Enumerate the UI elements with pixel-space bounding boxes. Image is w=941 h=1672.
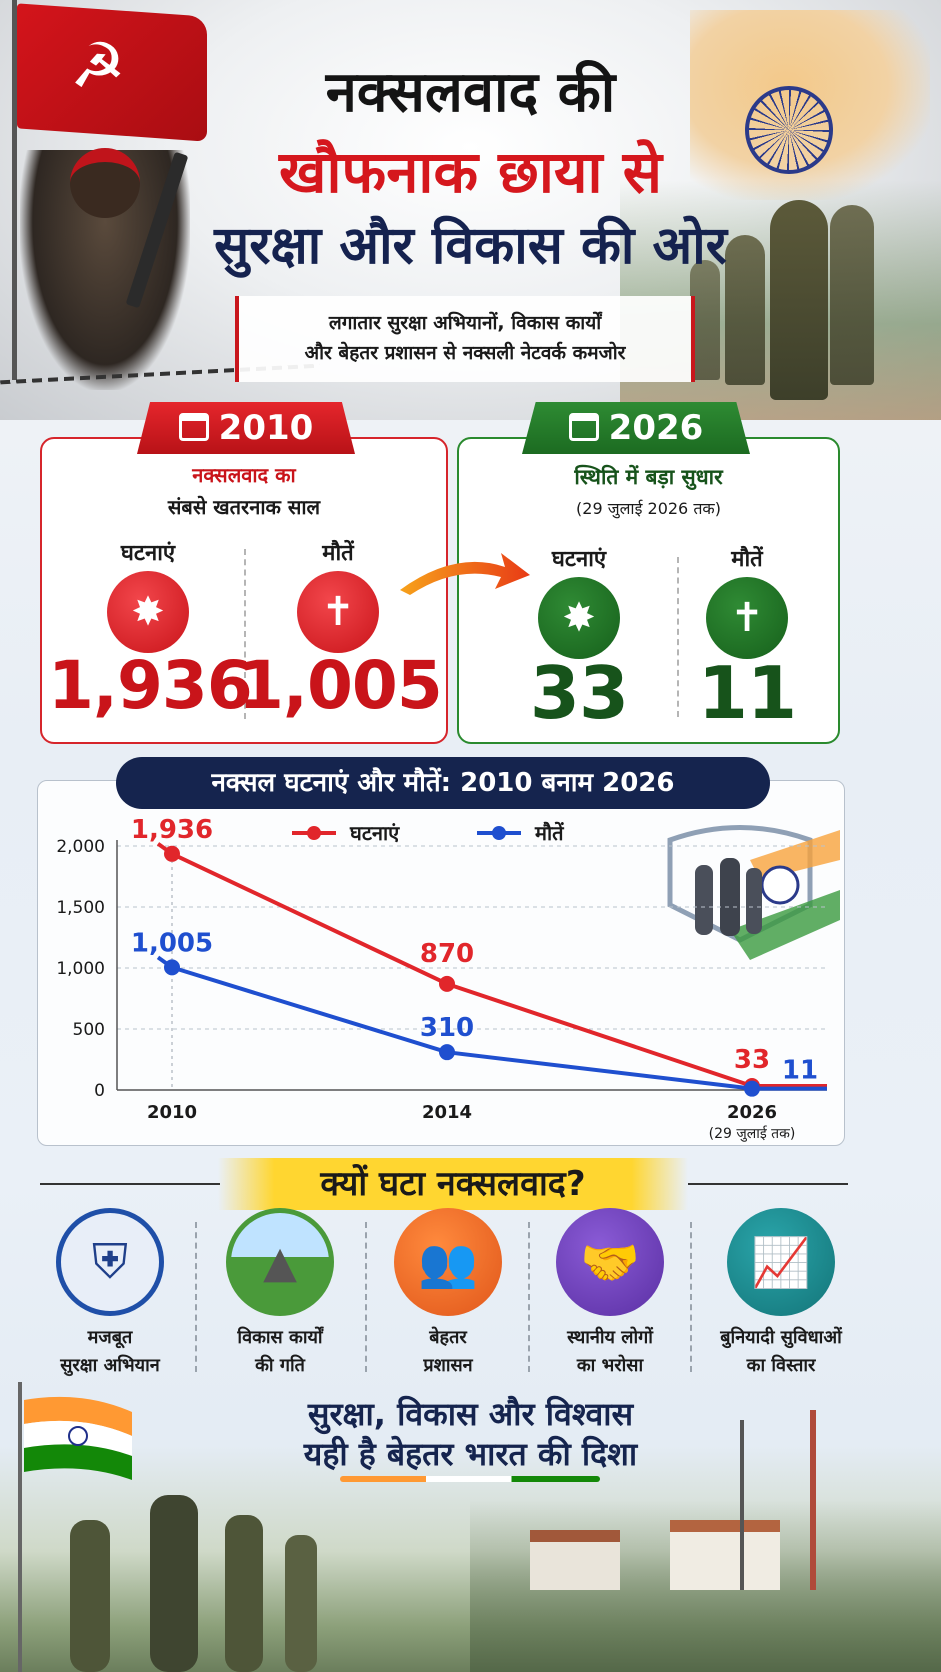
year-2010: 2010	[218, 408, 314, 448]
flag-pole-footer	[18, 1382, 22, 1672]
data-point	[439, 1044, 455, 1061]
line-chart: 0 500 1,000 1,500 2,000 2010 2014 2026 (29 जुलाई…	[56, 815, 827, 1142]
village-illustration	[470, 1410, 941, 1672]
card-2010-incidents-label: घटनाएं	[120, 541, 176, 566]
y-tick-label: 1,000	[56, 959, 105, 979]
card-2010-deaths: 1,005	[238, 647, 443, 724]
title-line-3: सुरक्षा और विकास की ओर	[214, 216, 727, 276]
subtitle-line-1: लगातार सुरक्षा अभियानों, विकास कार्यों	[328, 312, 602, 334]
reason-development: ▲ विकास कार्यों की गति	[192, 1208, 368, 1380]
subtitle-box: लगातार सुरक्षा अभियानों, विकास कार्यों औ…	[235, 296, 695, 382]
reason-divider	[690, 1222, 692, 1372]
x-tick-label: 2014	[422, 1102, 472, 1123]
data-point	[744, 1080, 760, 1097]
data-label: 1,936	[131, 815, 213, 845]
handshake-icon: 🤝	[556, 1208, 664, 1316]
reason-label-4a: स्थानीय लोगों	[567, 1327, 653, 1348]
explosion-icon: ✸	[107, 571, 189, 653]
card-2026-deaths: 11	[697, 651, 797, 735]
soldiers-footer-illustration	[70, 1495, 317, 1672]
card-2026-divider	[677, 557, 679, 717]
tricolor-divider	[340, 1476, 600, 1482]
card-2026-deaths-label: मौतें	[731, 547, 763, 572]
footer-line-1: सुरक्षा, विकास और विश्वास	[307, 1395, 634, 1433]
card-2010-divider	[244, 549, 246, 719]
reason-administration: 👥 बेहतर प्रशासन	[360, 1208, 536, 1380]
legend-label: मौतें	[534, 821, 565, 845]
title-line-1: नक्सलवाद की	[325, 60, 616, 125]
why-title: क्यों घटा नक्सलवाद?	[218, 1158, 688, 1210]
subtitle-line-2: और बेहतर प्रशासन से नक्सली नेटवर्क कमजोर	[304, 342, 626, 364]
data-point	[439, 975, 455, 992]
why-line-right	[688, 1183, 848, 1185]
reason-label-2a: विकास कार्यों	[237, 1327, 323, 1348]
reason-label-5a: बुनियादी सुविधाओं	[720, 1327, 842, 1348]
legend-marker	[492, 826, 506, 840]
card-2026-incidents-label: घटनाएं	[551, 547, 607, 572]
card-2010-incidents: 1,936	[48, 647, 253, 724]
footer-line-2: यही है बेहतर भारत की दिशा	[303, 1435, 638, 1473]
chart-title: नक्सल घटनाएं और मौतें: 2010 बनाम 2026	[116, 757, 770, 809]
legend-label: घटनाएं	[349, 821, 400, 845]
reason-trust: 🤝 स्थानीय लोगों का भरोसा	[522, 1208, 698, 1380]
growth-chart-icon: 📈	[727, 1208, 835, 1316]
reason-infrastructure: 📈 बुनियादी सुविधाओं का विस्तार	[686, 1208, 876, 1380]
flag-pole	[12, 0, 17, 380]
calendar-icon-2026	[568, 412, 599, 441]
card-2026: स्थिति में बड़ा सुधार (29 जुलाई 2026 तक)…	[457, 437, 840, 744]
x-tick-label: 2026	[727, 1102, 777, 1123]
calendar-icon	[178, 412, 209, 441]
tombstone-icon-green: ✝	[706, 577, 788, 659]
road-icon: ▲	[226, 1208, 334, 1316]
explosion-icon-green: ✸	[538, 577, 620, 659]
y-tick-label: 500	[73, 1020, 105, 1040]
y-tick-label: 1,500	[56, 898, 105, 918]
ribbon-2010: 2010	[137, 402, 355, 454]
legend-marker	[307, 826, 321, 840]
series-line-deaths	[156, 955, 827, 1091]
card-2026-sub-1: स्थिति में बड़ा सुधार	[574, 465, 723, 489]
title-line-2: खौफनाक छाया से	[279, 138, 662, 206]
ashoka-chakra-icon	[745, 86, 833, 174]
card-2026-sub-2: (29 जुलाई 2026 तक)	[576, 499, 721, 518]
shield-soldiers-icon	[667, 825, 840, 960]
reason-divider	[195, 1222, 197, 1372]
reason-security: ⛨ मजबूत सुरक्षा अभियान	[22, 1208, 198, 1380]
card-2026-incidents: 33	[529, 651, 629, 735]
hammer-sickle-icon: ☭	[70, 29, 126, 102]
y-tick-label: 0	[94, 1081, 105, 1101]
shield-soldier-icon: ⛨	[56, 1208, 164, 1316]
reason-label-1a: मजबूत	[87, 1327, 133, 1348]
transition-arrow-icon	[400, 553, 530, 595]
card-2010: नक्सलवाद का संबसे खतरनाक साल घटनाएं मौते…	[40, 437, 448, 744]
data-label: 1,005	[131, 928, 213, 958]
reason-divider	[365, 1222, 367, 1372]
data-label: 870	[420, 939, 474, 969]
reason-label-3a: बेहतर	[429, 1327, 467, 1348]
data-label: 33	[734, 1045, 770, 1075]
tombstone-icon: ✝	[297, 571, 379, 653]
x-tick-label: 2010	[147, 1102, 197, 1123]
data-point	[164, 959, 180, 976]
card-2010-sub-1: नक्सलवाद का	[192, 463, 296, 487]
series-line-incidents	[156, 842, 827, 1088]
x-tick-note: (29 जुलाई तक)	[709, 1125, 796, 1142]
reason-divider	[528, 1222, 530, 1372]
data-label: 11	[782, 1056, 818, 1086]
year-2026: 2026	[608, 408, 704, 448]
card-2010-deaths-label: मौतें	[322, 541, 354, 566]
data-label: 310	[420, 1013, 474, 1043]
y-tick-label: 2,000	[56, 837, 105, 857]
people-group-icon: 👥	[394, 1208, 502, 1316]
card-2010-sub-2: संबसे खतरनाक साल	[167, 495, 321, 519]
why-line-left	[40, 1183, 220, 1185]
ribbon-2026: 2026	[522, 402, 750, 454]
data-point	[164, 845, 180, 862]
indian-flag-icon	[24, 1396, 132, 1480]
